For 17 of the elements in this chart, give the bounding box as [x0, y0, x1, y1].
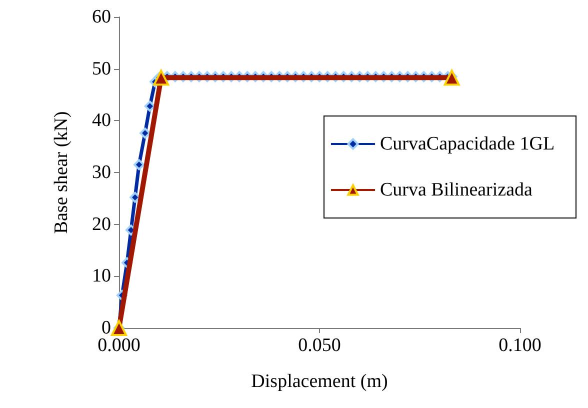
y-tick-label: 10	[92, 266, 111, 287]
point	[144, 100, 156, 112]
point	[134, 159, 145, 170]
y-tick-label: 40	[92, 110, 111, 132]
y-tick-label: 60	[92, 6, 111, 28]
legend-label: Curva Bilinearizada	[380, 180, 534, 200]
y-tick-label: 30	[92, 162, 111, 183]
point	[140, 128, 151, 139]
x-tick-label: 0.100	[498, 335, 542, 356]
y-tick-label: 50	[92, 58, 111, 80]
y-tick-label: 20	[92, 214, 111, 235]
x-tick-label: 0.050	[298, 335, 341, 356]
x-axis-title: Displacement (m)	[251, 371, 388, 392]
point	[153, 70, 170, 86]
legend-label: CurvaCapacidade 1GL	[380, 134, 555, 154]
point	[444, 70, 460, 86]
y-axis-title: Base shear (kN)	[51, 111, 72, 234]
